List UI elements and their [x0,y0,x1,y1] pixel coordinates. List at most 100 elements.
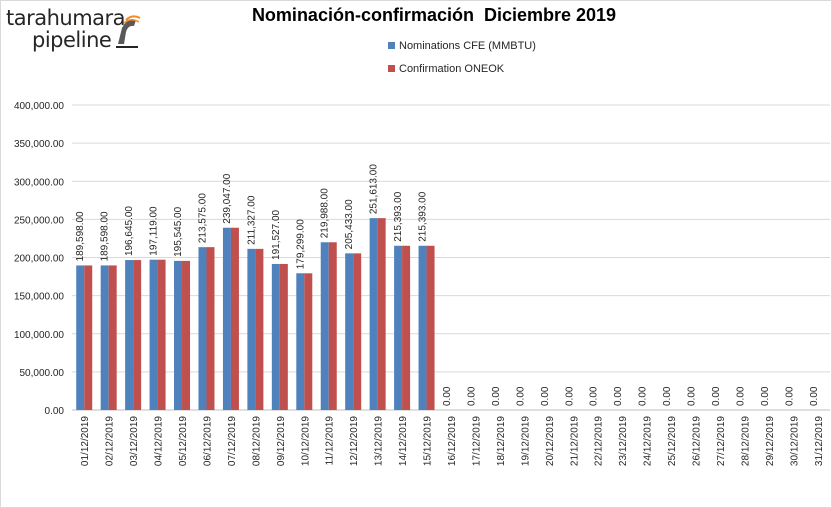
x-tick-label: 31/12/2019 [814,416,825,466]
data-label: 195,545.00 [173,206,184,256]
x-tick-label: 24/12/2019 [643,416,654,466]
data-label: 189,598.00 [75,211,86,261]
bar-confirmation [426,245,435,410]
x-tick-label: 28/12/2019 [740,416,751,466]
bar-confirmation [206,247,215,410]
data-label: 189,598.00 [100,211,111,261]
legend-swatch-confirmation [388,64,395,72]
bar-nominations [296,273,305,410]
bar-confirmation [84,265,93,410]
bar-confirmation [230,227,239,410]
data-label: 0.00 [760,386,771,406]
x-tick-label: 06/12/2019 [202,416,213,466]
x-tick-label: 29/12/2019 [765,416,776,466]
data-label: 0.00 [540,386,551,406]
data-label: 219,988.00 [320,188,331,238]
x-tick-label: 13/12/2019 [374,416,385,466]
x-tick-label: 23/12/2019 [618,416,629,466]
x-tick-label: 26/12/2019 [692,416,703,466]
data-label: 215,393.00 [393,191,404,241]
data-label: 0.00 [613,386,624,406]
x-tick-label: 11/12/2019 [325,416,336,466]
data-label: 179,299.00 [295,219,306,269]
data-label: 213,575.00 [197,193,208,243]
x-tick-label: 14/12/2019 [398,416,409,466]
x-tick-label: 16/12/2019 [447,416,458,466]
legend-item-nominations: Nominations CFE (MMBTU) [388,40,536,52]
data-label: 0.00 [589,386,600,406]
bar-nominations [125,260,134,410]
legend-item-confirmation: Confirmation ONEOK [388,63,504,75]
x-tick-label: 19/12/2019 [520,416,531,466]
bar-confirmation [108,265,117,410]
data-label: 197,119.00 [149,206,160,256]
data-label: 215,393.00 [418,191,429,241]
bar-nominations [198,247,207,410]
y-tick-label: 350,000.00 [14,139,64,150]
x-tick-label: 05/12/2019 [178,416,189,466]
bar-nominations [394,245,403,410]
y-tick-label: 400,000.00 [14,101,64,112]
x-tick-label: 18/12/2019 [496,416,507,466]
bar-confirmation [157,259,166,410]
y-tick-label: 250,000.00 [14,215,64,226]
data-label: 211,327.00 [246,195,257,245]
bar-confirmation [377,218,386,410]
data-label: 0.00 [711,386,722,406]
legend-swatch-nominations [388,41,395,49]
y-tick-label: 150,000.00 [14,292,64,303]
data-label: 239,047.00 [222,173,233,223]
logo-text-line1: tarahumara [6,6,126,30]
company-logo: tarahumara pipeline [6,6,156,58]
y-tick-label: 300,000.00 [14,177,64,188]
data-label: 0.00 [809,386,820,406]
data-label: 0.00 [515,386,526,406]
bar-confirmation [402,245,411,410]
x-tick-label: 01/12/2019 [80,416,91,466]
chart-title: Nominación-confirmación Diciembre 2019 [251,5,617,25]
data-label: 0.00 [687,386,698,406]
bar-nominations [271,263,280,410]
x-tick-label: 22/12/2019 [594,416,605,466]
x-tick-label: 21/12/2019 [569,416,580,466]
data-label: 205,433.00 [344,199,355,249]
data-label: 0.00 [784,386,795,406]
x-tick-label: 09/12/2019 [276,416,287,466]
x-tick-label: 20/12/2019 [545,416,556,466]
data-label: 196,645.00 [124,206,135,256]
bar-nominations [320,242,329,410]
x-tick-label: 10/12/2019 [300,416,311,466]
x-tick-label: 12/12/2019 [349,416,360,466]
y-tick-label: 200,000.00 [14,254,64,265]
bar-confirmation [182,260,191,410]
data-label: 251,613.00 [369,164,380,214]
bar-nominations [174,260,183,410]
x-tick-label: 15/12/2019 [423,416,434,466]
bar-confirmation [279,263,288,410]
bar-nominations [345,253,354,410]
x-tick-label: 27/12/2019 [716,416,727,466]
data-label: 191,527.00 [271,209,282,259]
bar-confirmation [133,260,142,410]
logo-figure-icon [116,15,141,48]
data-label: 0.00 [638,386,649,406]
x-tick-label: 04/12/2019 [154,416,165,466]
y-tick-label: 50,000.00 [20,368,65,379]
x-tick-label: 25/12/2019 [667,416,678,466]
legend-label-confirmation: Confirmation ONEOK [399,63,505,75]
x-tick-label: 17/12/2019 [471,416,482,466]
bar-confirmation [304,273,313,410]
logo-text-line2: pipeline [32,28,112,52]
y-tick-label: 100,000.00 [14,330,64,341]
bar-nominations [149,259,158,410]
bar-nominations [247,248,256,410]
bar-nominations [418,245,427,410]
bar-nominations [76,265,85,410]
bar-nominations [100,265,109,410]
data-label: 0.00 [442,386,453,406]
x-tick-label: 08/12/2019 [251,416,262,466]
legend-label-nominations: Nominations CFE (MMBTU) [399,40,536,52]
bar-nominations [369,218,378,410]
bar-confirmation [353,253,362,410]
